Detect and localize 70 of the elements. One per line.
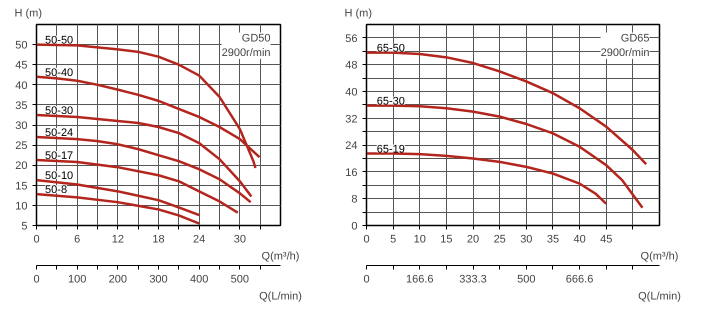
y-tick-label: 35 xyxy=(15,100,28,112)
series-label: 50-50 xyxy=(45,34,74,47)
x-tick-label: 10 xyxy=(414,234,426,246)
x2-tick-label: 333.3 xyxy=(459,274,487,286)
x2-tick-label: 0 xyxy=(33,274,40,286)
y-tick-label: 56 xyxy=(345,32,358,45)
x-axis-title: Q(m³/h) xyxy=(640,250,678,262)
y-tick-label: 48 xyxy=(345,60,358,72)
line-series xyxy=(36,158,240,214)
y-tick-label: 15 xyxy=(15,180,28,192)
line-series xyxy=(36,136,252,204)
x-tick-label: 30 xyxy=(234,234,246,246)
x2-tick-label: 666.6 xyxy=(566,274,594,286)
line-series xyxy=(36,114,253,198)
x-tick-label: 35 xyxy=(546,234,560,246)
x-tick-label: 0 xyxy=(33,234,40,246)
y-tick-label: 30 xyxy=(15,120,28,132)
x-tick-label: 0 xyxy=(363,234,370,246)
line-series xyxy=(366,152,608,205)
x-tick-label: 24 xyxy=(193,234,206,246)
y-tick-label: 45 xyxy=(15,60,28,72)
annotation: 2900r/min xyxy=(600,46,650,59)
line-series xyxy=(36,178,200,216)
x-tick-label: 12 xyxy=(112,234,124,246)
annotation: GD50 xyxy=(242,32,271,44)
x-tick-label: 18 xyxy=(152,234,165,246)
x2-tick-label: 300 xyxy=(149,274,168,286)
x2-axis-title: Q(L/min) xyxy=(259,290,302,302)
series-label: 50-10 xyxy=(45,170,74,182)
series-label: 65-19 xyxy=(376,143,405,156)
x-tick-label: 30 xyxy=(520,234,532,246)
line-series xyxy=(36,192,200,225)
y-tick-label: 10 xyxy=(15,200,28,212)
x-tick-label: 25 xyxy=(494,234,506,246)
x-tick-label: 15 xyxy=(440,234,453,246)
x-tick-label: 5 xyxy=(390,234,396,246)
x-tick-label: 20 xyxy=(466,234,480,246)
x2-tick-label: 500 xyxy=(517,274,536,286)
annotation: 2900r/min xyxy=(222,46,271,59)
annotation: GD65 xyxy=(620,32,650,44)
y-axis-title: H (m) xyxy=(14,8,42,20)
x2-tick-label: 100 xyxy=(68,274,86,286)
y-tick-label: 20 xyxy=(15,160,28,172)
x2-tick-label: 166.6 xyxy=(406,274,434,286)
series-label: 50-40 xyxy=(45,66,74,79)
series-label: 50-8 xyxy=(45,184,68,196)
y-tick-label: 50 xyxy=(15,40,28,52)
x-tick-label: 40 xyxy=(573,234,586,246)
line-series xyxy=(366,104,644,209)
y-tick-label: 25 xyxy=(15,140,28,152)
x2-tick-label: 500 xyxy=(230,274,250,286)
y-tick-label: 32 xyxy=(345,113,358,126)
y-tick-label: 40 xyxy=(15,80,28,92)
x-tick-label: 6 xyxy=(74,234,80,246)
x-tick-label: 45 xyxy=(600,234,612,246)
y-tick-label: 8 xyxy=(351,194,358,206)
x2-axis-title: Q(L/min) xyxy=(638,290,681,302)
y-tick-label: 0 xyxy=(351,220,358,232)
series-label: 50-24 xyxy=(45,127,74,140)
series-label: 50-30 xyxy=(45,104,74,117)
y-tick-label: 16 xyxy=(345,166,358,179)
y-tick-label: 5 xyxy=(21,220,28,232)
y-axis-title: H (m) xyxy=(344,8,372,20)
x2-tick-label: 0 xyxy=(363,274,370,286)
x2-tick-label: 400 xyxy=(190,274,208,286)
y-tick-label: 24 xyxy=(345,140,358,152)
series-label: 50-17 xyxy=(45,150,74,162)
x-axis-title: Q(m³/h) xyxy=(262,250,300,262)
y-tick-label: 40 xyxy=(345,86,358,98)
x2-tick-label: 200 xyxy=(108,274,128,286)
